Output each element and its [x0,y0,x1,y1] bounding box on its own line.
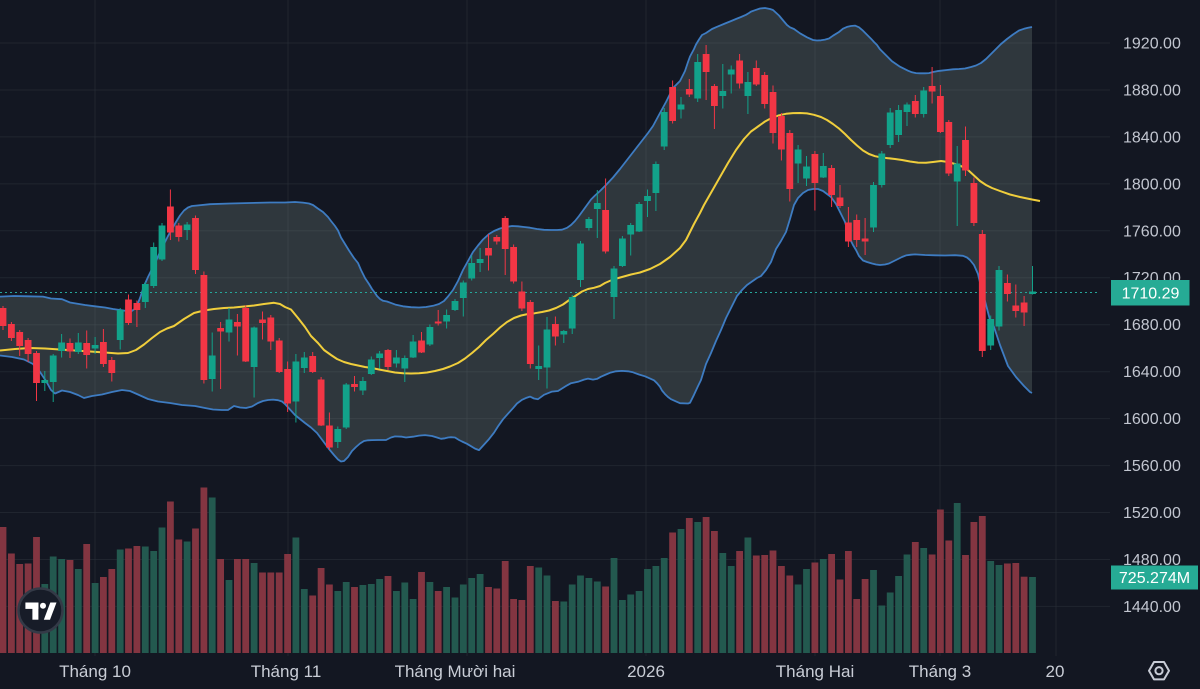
svg-text:725.274M: 725.274M [1119,570,1190,587]
svg-text:1840.00: 1840.00 [1123,129,1181,146]
svg-text:1760.00: 1760.00 [1123,223,1181,240]
svg-text:1480.00: 1480.00 [1123,552,1181,569]
svg-text:1920.00: 1920.00 [1123,36,1181,53]
svg-text:1600.00: 1600.00 [1123,411,1181,428]
svg-text:1680.00: 1680.00 [1123,317,1181,334]
svg-text:20: 20 [1046,662,1065,681]
svg-text:1800.00: 1800.00 [1123,176,1181,193]
svg-text:Tháng Mười hai: Tháng Mười hai [395,662,516,681]
svg-text:1560.00: 1560.00 [1123,458,1181,475]
svg-text:1640.00: 1640.00 [1123,364,1181,381]
svg-text:2026: 2026 [627,662,665,681]
svg-text:Tháng 11: Tháng 11 [251,662,322,681]
svg-text:1440.00: 1440.00 [1123,599,1181,616]
svg-text:1520.00: 1520.00 [1123,505,1181,522]
svg-text:Tháng 3: Tháng 3 [909,662,971,681]
svg-text:1880.00: 1880.00 [1123,83,1181,100]
svg-text:Tháng 10: Tháng 10 [59,662,131,681]
svg-text:1710.29: 1710.29 [1122,286,1180,303]
svg-text:Tháng Hai: Tháng Hai [776,662,854,681]
